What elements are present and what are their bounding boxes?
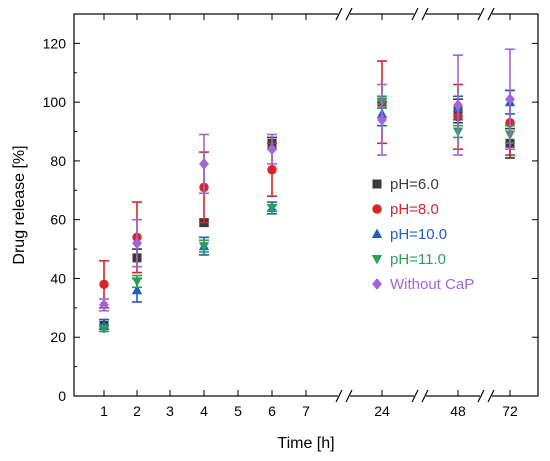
legend-label: pH=10.0: [390, 226, 447, 243]
data-point: [131, 284, 143, 295]
legend-marker: [371, 254, 383, 265]
y-axis-title: Drug release [%]: [11, 145, 28, 264]
data-point: [505, 93, 515, 106]
legend-marker: [372, 204, 382, 214]
x-tick-label: 48: [450, 403, 466, 419]
legend-label: pH=6.0: [390, 176, 439, 193]
data-point: [198, 242, 210, 252]
x-tick-label: 24: [374, 403, 390, 419]
legend-item: pH=6.0: [372, 176, 439, 193]
x-axis-title: Time [h]: [277, 435, 334, 452]
axis-break-mark: [477, 389, 485, 403]
data-point: [98, 324, 110, 334]
data-point: [99, 299, 109, 311]
plot-area: [98, 48, 516, 334]
data-point: [132, 237, 142, 250]
legend-item: pH=8.0: [372, 201, 439, 218]
legend-marker: [372, 278, 382, 290]
series-without-cap: [99, 48, 515, 312]
legend-item: pH=10.0: [371, 226, 447, 243]
y-tick-label: 100: [43, 94, 67, 110]
data-point: [267, 143, 277, 156]
y-tick-label: 80: [50, 153, 66, 169]
axis-break-mark: [345, 7, 353, 21]
data-point: [267, 165, 277, 175]
axis-break-gap: [414, 11, 426, 17]
legend-marker: [372, 179, 382, 189]
x-tick-label: 3: [166, 403, 174, 419]
legend-item: Without CaP: [372, 276, 474, 293]
x-tick-label: 1: [100, 403, 108, 419]
y-tick-label: 120: [43, 35, 67, 51]
y-tick-label: 20: [50, 329, 66, 345]
legend-item: pH=11.0: [371, 251, 446, 268]
axis-break-mark: [421, 7, 429, 21]
axis-break-mark: [487, 7, 495, 21]
legend-label: Without CaP: [390, 276, 474, 293]
axis-break-gap: [338, 393, 350, 399]
x-tick-label: 6: [268, 403, 276, 419]
axis-break-gap: [480, 11, 492, 17]
axis-break-mark: [411, 7, 419, 21]
axis-break-mark: [411, 389, 419, 403]
axis-break-mark: [477, 7, 485, 21]
x-tick-label: 5: [234, 403, 242, 419]
legend-label: pH=8.0: [390, 201, 439, 218]
x-tick-label: 7: [302, 403, 310, 419]
axis-break-gap: [414, 393, 426, 399]
x-tick-label: 2: [133, 403, 141, 419]
axis-break-gap: [480, 393, 492, 399]
data-point: [131, 277, 143, 287]
legend-label: pH=11.0: [390, 251, 446, 268]
axis-break-mark: [487, 389, 495, 403]
x-tick-label: 72: [502, 403, 518, 419]
legend: pH=6.0 pH=8.0 pH=10.0 pH=11.0 Without CaP: [371, 176, 474, 293]
data-point: [99, 279, 109, 290]
y-tick-label: 0: [58, 388, 66, 404]
data-point: [377, 113, 387, 126]
axis-break-gap: [338, 11, 350, 17]
axis-break-mark: [421, 389, 429, 403]
data-point: [199, 158, 209, 170]
axis-break-mark: [335, 389, 343, 403]
y-tick-label: 60: [50, 212, 66, 228]
data-point: [266, 203, 278, 214]
axes: 0 20 40 60 80 100 120 1 2 3 4 5 6 7 24 48 72: [43, 7, 539, 419]
axis-break-mark: [335, 7, 343, 21]
y-tick-label: 40: [50, 270, 66, 286]
x-tick-label: 4: [200, 403, 208, 419]
data-point: [453, 99, 463, 111]
legend-marker: [371, 228, 383, 239]
axis-break-mark: [345, 389, 353, 403]
